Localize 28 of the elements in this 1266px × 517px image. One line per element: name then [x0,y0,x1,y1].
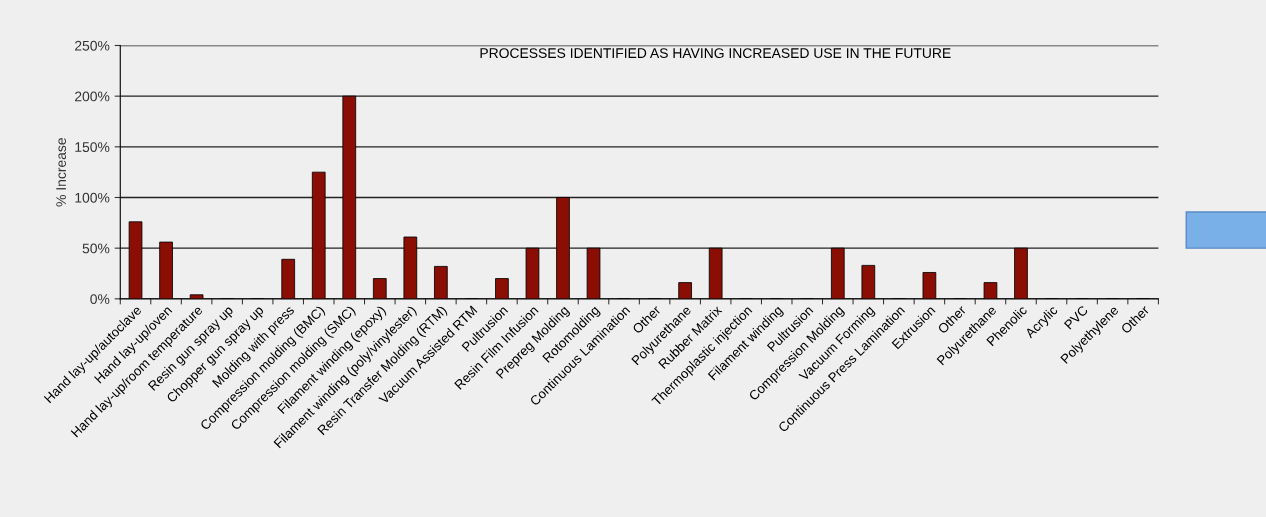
bar [128,221,143,299]
bar [525,247,540,299]
bar [983,282,998,299]
y-tick-label: 0% [90,294,110,304]
bar [586,247,601,299]
chart-title: PROCESSES IDENTIFIED AS HAVING INCREASED USE IN THE FUTURE [480,48,951,59]
bar [556,197,570,299]
bar [922,272,937,299]
bar [708,247,723,299]
bar [342,95,357,299]
y-tick-label: 50% [82,243,110,254]
y-tick-label: 150% [75,142,110,152]
bar [159,241,173,299]
bar [861,264,876,299]
y-axis-title: % Increase [56,138,67,207]
bar [372,278,387,299]
bar [434,265,448,299]
bar [678,282,692,299]
bar [189,294,204,299]
y-tick-label: 100% [75,192,110,203]
bar [830,247,845,299]
bar [495,278,509,299]
y-tick-label: 250% [75,40,110,51]
bar [281,258,296,299]
bar [403,236,418,299]
bar [1014,247,1028,299]
bar [311,171,326,299]
y-tick-label: 200% [75,91,110,102]
